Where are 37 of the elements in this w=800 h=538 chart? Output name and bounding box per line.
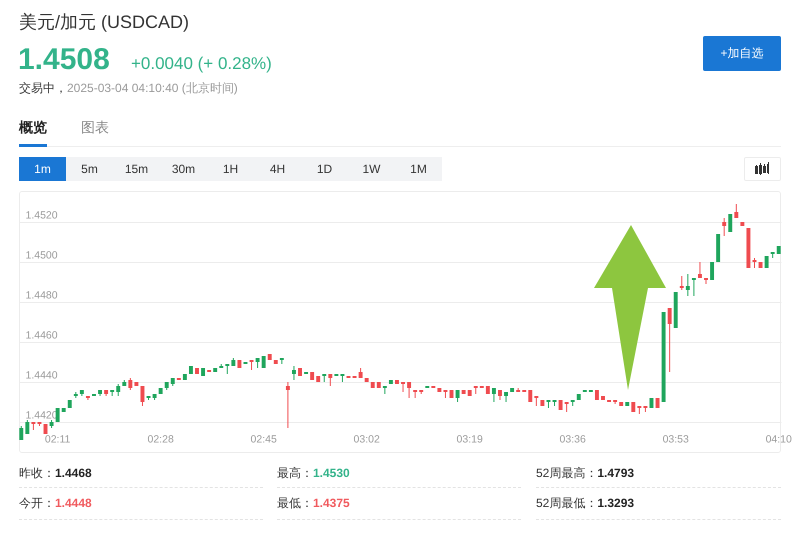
x-tick-label: 03:02 [354,434,380,446]
x-tick-label: 03:36 [560,434,586,446]
stat-cell: 昨收：1.4468 [19,466,263,488]
period-button[interactable]: 1W [348,157,395,181]
text: 2025-03-04 04:10:40 (北京时间) [67,81,238,95]
chart-title: 美元/加元 (USDCAD) [19,12,189,32]
text: 交易中， [19,81,67,95]
stat-cell: 最高：1.4530 [277,466,521,488]
period-button[interactable]: 1m [19,157,66,181]
stat-cell: 今开：1.4448 [19,496,263,520]
x-tick-label: 02:45 [250,434,277,446]
period-button[interactable]: 1M [395,157,442,181]
add-button[interactable]: +加自选 [703,36,781,71]
period-button[interactable]: 4H [254,157,301,181]
text: +0.0040 (+ 0.28%) [131,54,272,73]
period-button[interactable]: 1H [207,157,254,181]
y-tick-label: 1.4520 [26,210,58,222]
x-tick-label: 03:53 [662,434,690,446]
y-tick-label: 1.4460 [26,330,58,342]
x-tick-label: 04:10 [766,434,792,446]
tab[interactable]: 图表 [81,120,109,134]
stat-cell: 52周最低：1.3293 [536,496,781,520]
x-tick-label: 02:11 [44,434,71,446]
period-button[interactable]: 5m [66,157,113,181]
chart-style-button[interactable] [744,157,781,181]
period-button[interactable]: 30m [160,157,207,181]
text: 1.4508 [18,43,110,76]
x-tick-label: 02:28 [148,434,174,446]
x-tick-label: 03:19 [456,434,483,446]
tab[interactable]: 概览 [19,120,47,134]
y-tick-label: 1.4500 [26,250,58,262]
stat-cell: 52周最高：1.4793 [536,466,781,488]
period-button[interactable]: 15m [113,157,160,181]
y-tick-label: 1.4440 [26,370,58,382]
stat-cell: 最低：1.4375 [277,496,521,520]
period-button[interactable]: 1D [301,157,348,181]
y-tick-label: 1.4480 [26,290,58,302]
